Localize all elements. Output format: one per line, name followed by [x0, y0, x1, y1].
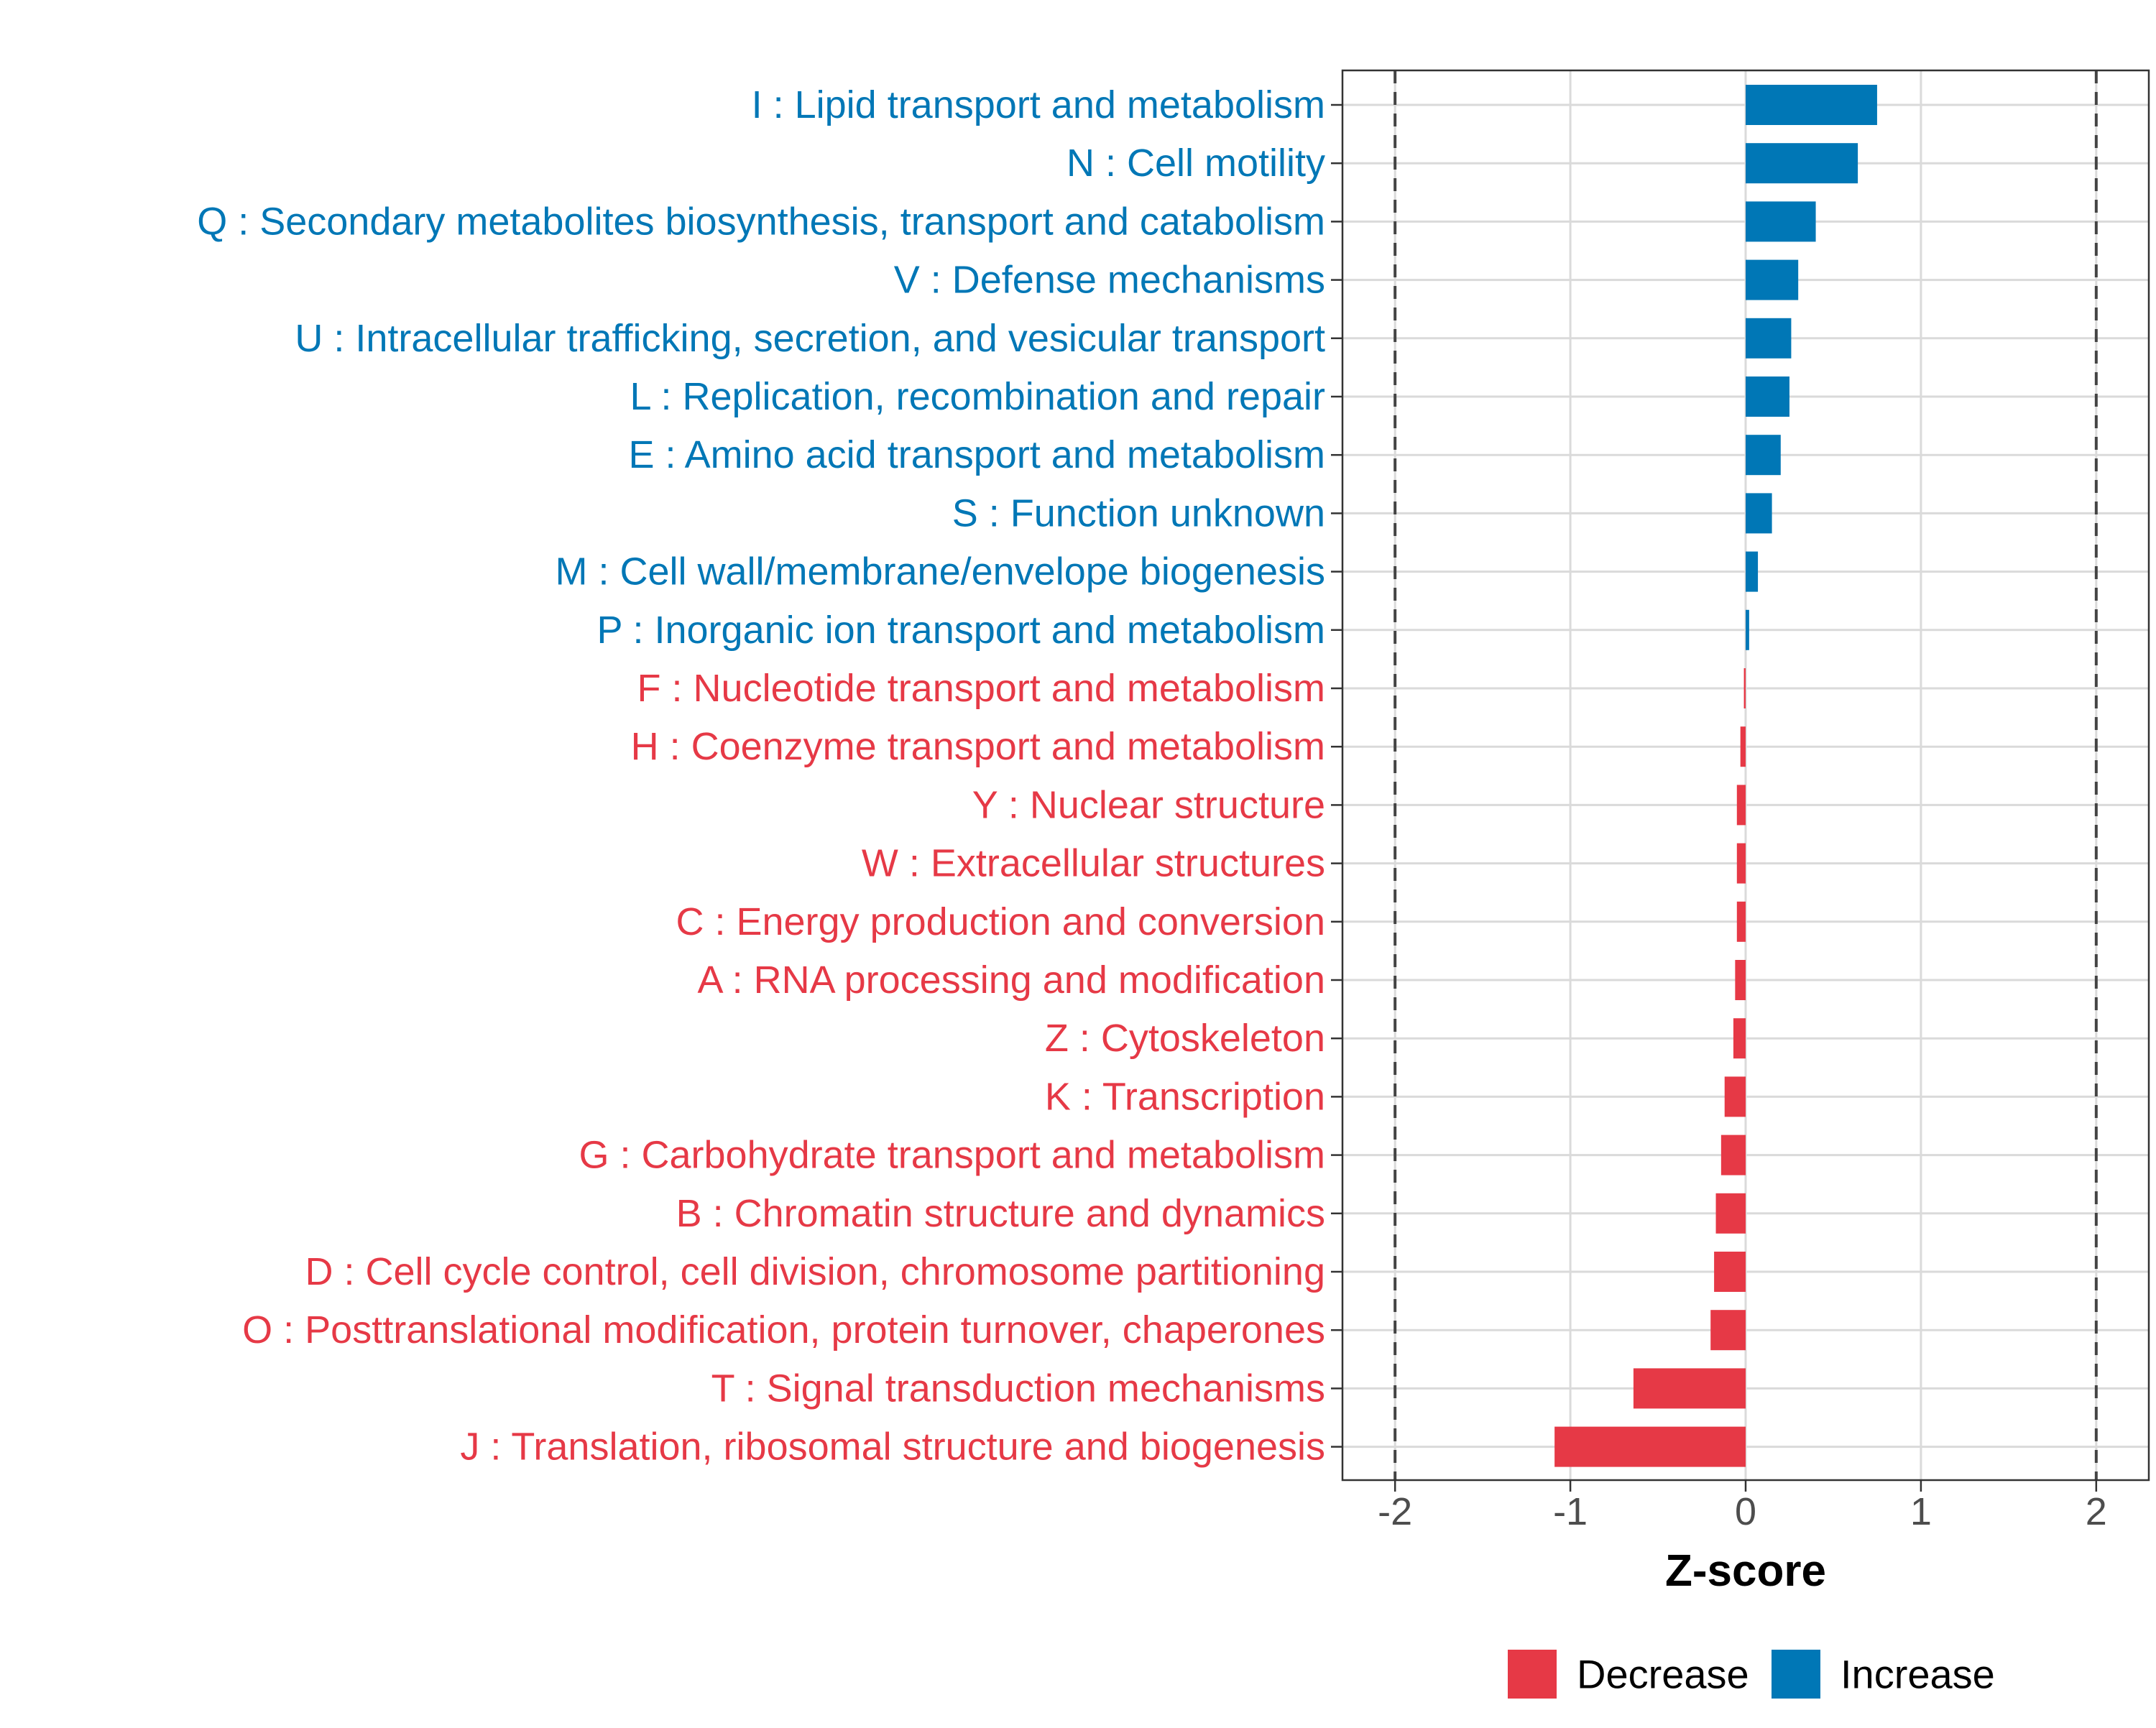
- bar: [1743, 668, 1746, 708]
- x-tick-label: -1: [1553, 1490, 1588, 1533]
- x-tick-label: 2: [2086, 1490, 2107, 1533]
- bar-layer: [1554, 85, 1877, 1467]
- reference-line-layer: [1393, 70, 2098, 1480]
- bar: [1736, 843, 1746, 884]
- y-tick-label: T : Signal transduction mechanisms: [711, 1367, 1325, 1410]
- y-tick-label: D : Cell cycle control, cell division, c…: [305, 1250, 1325, 1293]
- y-tick-label: O : Posttranslational modification, prot…: [242, 1308, 1325, 1352]
- y-tick-label: E : Amino acid transport and metabolism: [629, 433, 1325, 476]
- y-tick-label: Y : Nuclear structure: [972, 783, 1325, 826]
- legend-swatch-decrease: [1508, 1650, 1557, 1699]
- y-tick-label: H : Coenzyme transport and metabolism: [631, 725, 1325, 768]
- y-tick-label: M : Cell wall/membrane/envelope biogenes…: [555, 550, 1325, 593]
- y-tick-label: N : Cell motility: [1067, 142, 1325, 185]
- bar: [1746, 551, 1759, 592]
- y-tick-label: B : Chromatin structure and dynamics: [676, 1192, 1325, 1235]
- y-tick-label: K : Transcription: [1045, 1075, 1325, 1118]
- x-axis: -2 -1 0 1 2: [1378, 1480, 2107, 1533]
- bar: [1746, 318, 1792, 359]
- y-tick-label: C : Energy production and conversion: [676, 900, 1325, 943]
- bar: [1633, 1368, 1746, 1409]
- y-tick-label: F : Nucleotide transport and metabolism: [637, 667, 1325, 710]
- y-tick-label: S : Function unknown: [952, 491, 1325, 535]
- y-tick-label: Z : Cytoskeleton: [1045, 1017, 1325, 1060]
- y-tick-label: G : Carbohydrate transport and metabolis…: [579, 1134, 1326, 1177]
- y-tick-label: W : Extracellular structures: [862, 842, 1325, 885]
- y-tick-label: A : RNA processing and modification: [698, 958, 1325, 1002]
- y-tick-label: L : Replication, recombination and repai…: [630, 375, 1325, 418]
- y-axis: I : Lipid transport and metabolism N : Ce…: [197, 83, 1342, 1469]
- y-tick-label: V : Defense mechanisms: [894, 259, 1325, 302]
- bar: [1724, 1076, 1746, 1117]
- bar: [1736, 785, 1746, 826]
- y-tick-label: P : Inorganic ion transport and metaboli…: [596, 609, 1325, 652]
- bar: [1746, 609, 1749, 650]
- legend-label-increase: Increase: [1841, 1652, 1995, 1697]
- bar: [1714, 1252, 1746, 1292]
- x-tick-label: 0: [1735, 1490, 1756, 1533]
- legend-label-decrease: Decrease: [1577, 1652, 1749, 1697]
- legend-swatch-increase: [1772, 1650, 1820, 1699]
- bar: [1736, 901, 1746, 942]
- bar: [1746, 259, 1799, 300]
- x-tick-label: -2: [1378, 1490, 1412, 1533]
- y-tick-label: I : Lipid transport and metabolism: [752, 83, 1325, 126]
- y-tick-label: J : Translation, ribosomal structure and…: [460, 1426, 1325, 1469]
- bar: [1554, 1426, 1746, 1467]
- bar: [1746, 85, 1877, 125]
- bar: [1720, 1135, 1746, 1175]
- bar: [1746, 376, 1789, 417]
- bar: [1715, 1193, 1746, 1234]
- bar: [1746, 493, 1772, 534]
- bar: [1740, 726, 1746, 767]
- y-tick-label: Q : Secondary metabolites biosynthesis, …: [197, 200, 1325, 243]
- bar: [1733, 1018, 1746, 1059]
- bar: [1735, 960, 1746, 1000]
- y-tick-label: U : Intracellular trafficking, secretion…: [295, 317, 1325, 360]
- bar: [1710, 1310, 1746, 1351]
- bar: [1746, 435, 1781, 476]
- x-axis-title: Z-score: [1665, 1546, 1826, 1596]
- legend: Decrease Increase: [1508, 1650, 1995, 1699]
- x-tick-label: 1: [1910, 1490, 1932, 1533]
- bar: [1746, 143, 1858, 184]
- bar: [1746, 201, 1816, 242]
